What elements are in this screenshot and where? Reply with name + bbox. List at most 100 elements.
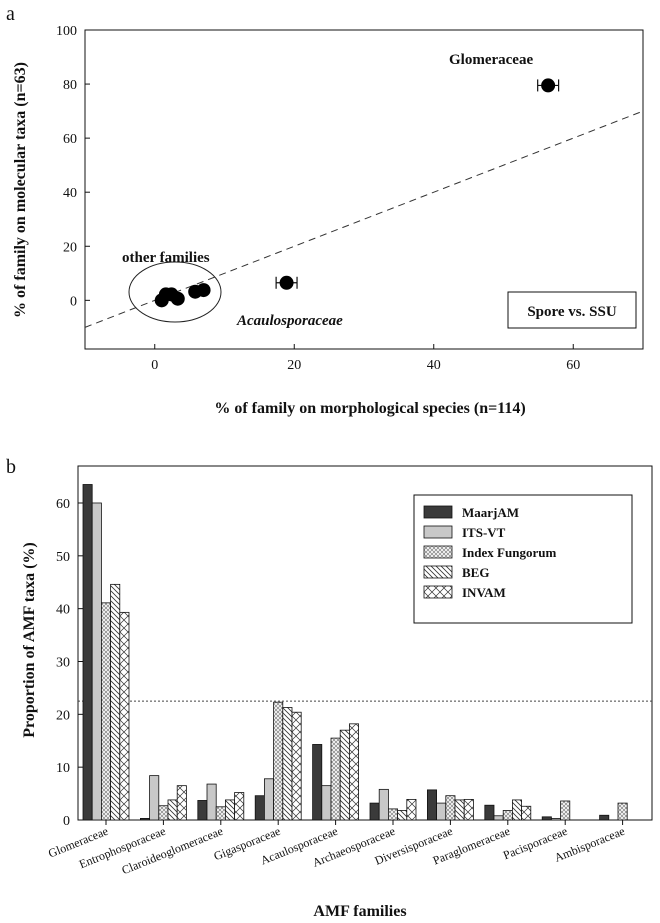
bar-index-fungorum-claroideoglomeraceae (215, 806, 226, 821)
bar-invam-diversisporaceae (463, 798, 474, 821)
bar-its-vt-diversisporaceae (436, 802, 447, 821)
bar-invam-glomeraceae (119, 611, 130, 821)
x-tick-label: 0 (151, 358, 158, 373)
y-tick-label: 40 (56, 603, 70, 618)
bar-index-fungorum-diversisporaceae (445, 795, 456, 821)
legend-swatch-index-fungorum (423, 545, 453, 559)
bar-maarjam-archaeosporaceae (369, 802, 380, 821)
x-tick-label: 60 (566, 358, 580, 373)
bar-index-fungorum-paraglomeraceae (502, 810, 513, 821)
bar-index-fungorum-gigasporaceae (273, 701, 284, 821)
y-tick-label: 50 (56, 550, 70, 565)
bar-beg-glomeraceae (110, 583, 121, 821)
panel-b-xlabel: AMF families (313, 903, 406, 920)
bar-beg-paraglomeraceae (512, 799, 523, 821)
bar-its-vt-acaulosporaceae (321, 785, 332, 821)
panel-b-ylabel: Proportion of AMF taxa (%) (21, 542, 38, 738)
y-tick-label: 60 (56, 497, 70, 512)
annotation-glomeraceae: Glomeraceae (449, 52, 533, 68)
panel-b-bar: b 0 10 20 30 40 50 60 GlomeraceaeEntrophospora… (6, 456, 653, 920)
data-point-acaulosporaceae (279, 275, 294, 290)
legend-box (507, 291, 637, 329)
bar-its-vt-pacisporaceae (551, 818, 562, 821)
bar-maarjam-gigasporaceae (254, 795, 265, 821)
y-tick-label: 10 (56, 761, 70, 776)
bar-index-fungorum-entrophosporaceae (158, 805, 169, 821)
y-tick-label: 100 (56, 24, 77, 39)
legend: MaarjAM ITS-VT Index Fungorum BEG INVAM (413, 494, 633, 624)
y-tick-label: 40 (63, 186, 77, 201)
x-tick-label: 20 (287, 358, 301, 373)
bar-invam-paraglomeraceae (521, 805, 532, 821)
bar-maarjam-entrophosporaceae (139, 818, 150, 821)
annotation-other-families: other families (122, 250, 210, 266)
legend-box-text: Spore vs. SSU (527, 304, 617, 320)
one-to-one-line (84, 110, 644, 328)
legend-swatch-beg (423, 565, 453, 579)
panel-b-ticks: 0 10 20 30 40 50 60 (56, 497, 83, 829)
legend-swatch-its-vt (423, 525, 453, 539)
bar-its-vt-glomeraceae (91, 502, 102, 821)
bar-index-fungorum-ambisporaceae (617, 802, 628, 821)
bar-beg-claroideoglomeraceae (224, 799, 235, 821)
bar-its-vt-gigasporaceae (263, 778, 274, 821)
bar-its-vt-claroideoglomeraceae (206, 783, 217, 821)
data-point-glomeraceae (541, 78, 556, 93)
bar-beg-entrophosporaceae (167, 799, 178, 821)
panel-a-scatter: a 0 20 40 60 0 20 40 60 80 100 Glomeraceae Acaulo… (6, 3, 644, 417)
data-point (196, 283, 211, 298)
panel-a-label: a (6, 3, 15, 25)
bar-beg-acaulosporaceae (339, 729, 350, 821)
panel-b-plot-frame (77, 465, 653, 821)
legend-label-beg: BEG (462, 565, 489, 580)
y-tick-label: 80 (63, 78, 77, 93)
annotation-acaulosporaceae: Acaulosporaceae (236, 313, 343, 329)
panel-b-category-labels: GlomeraceaeEntrophosporaceaeClaroideoglo… (46, 820, 627, 877)
legend-label-index-fungorum: Index Fungorum (462, 545, 556, 560)
panel-a-plot-frame (84, 29, 644, 350)
legend-label-its-vt: ITS-VT (462, 525, 506, 540)
y-tick-label: 20 (56, 708, 70, 723)
panel-a-xlabel: % of family on morphological species (n=… (214, 400, 525, 417)
bar-invam-entrophosporaceae (176, 785, 187, 821)
bar-index-fungorum-glomeraceae (101, 602, 112, 821)
bar-invam-gigasporaceae (291, 711, 302, 821)
legend-swatch-invam (423, 585, 453, 599)
bar-invam-claroideoglomeraceae (234, 792, 245, 821)
category-label: Claroideoglomeraceae (120, 824, 225, 877)
legend-swatch-maarjam (423, 505, 453, 519)
bar-maarjam-glomeraceae (82, 484, 93, 821)
x-tick-label: 40 (427, 358, 441, 373)
bar-invam-archaeosporaceae (406, 798, 417, 821)
panel-a-ticks: 0 20 40 60 0 20 40 60 80 100 (56, 24, 580, 373)
legend-label-maarjam: MaarjAM (462, 505, 519, 520)
panel-b-label: b (6, 456, 16, 478)
bar-invam-acaulosporaceae (348, 723, 359, 821)
bar-maarjam-acaulosporaceae (312, 744, 323, 821)
y-tick-label: 60 (63, 132, 77, 147)
y-tick-label: 0 (70, 294, 77, 309)
bar-maarjam-ambisporaceae (599, 814, 610, 821)
bar-beg-archaeosporaceae (397, 810, 408, 821)
y-tick-label: 30 (56, 655, 70, 670)
y-tick-label: 0 (63, 814, 70, 829)
bar-its-vt-paraglomeraceae (493, 815, 504, 821)
bar-beg-gigasporaceae (282, 707, 293, 821)
panel-b-bars (82, 484, 628, 821)
bar-its-vt-archaeosporaceae (378, 788, 389, 821)
bar-maarjam-pacisporaceae (541, 816, 552, 821)
panel-a-points (154, 78, 560, 308)
bar-maarjam-claroideoglomeraceae (197, 800, 208, 821)
bar-beg-diversisporaceae (454, 799, 465, 821)
bar-maarjam-diversisporaceae (426, 789, 437, 821)
bar-its-vt-entrophosporaceae (149, 775, 160, 821)
bar-maarjam-paraglomeraceae (484, 804, 495, 821)
bar-index-fungorum-acaulosporaceae (330, 737, 341, 821)
y-tick-label: 20 (63, 240, 77, 255)
legend-label-invam: INVAM (462, 585, 506, 600)
bar-index-fungorum-pacisporaceae (560, 800, 571, 821)
bar-index-fungorum-archaeosporaceae (387, 808, 398, 821)
panel-a-ylabel: % of family on molecular taxa (n=63) (12, 62, 29, 318)
other-families-ellipse (128, 261, 222, 323)
